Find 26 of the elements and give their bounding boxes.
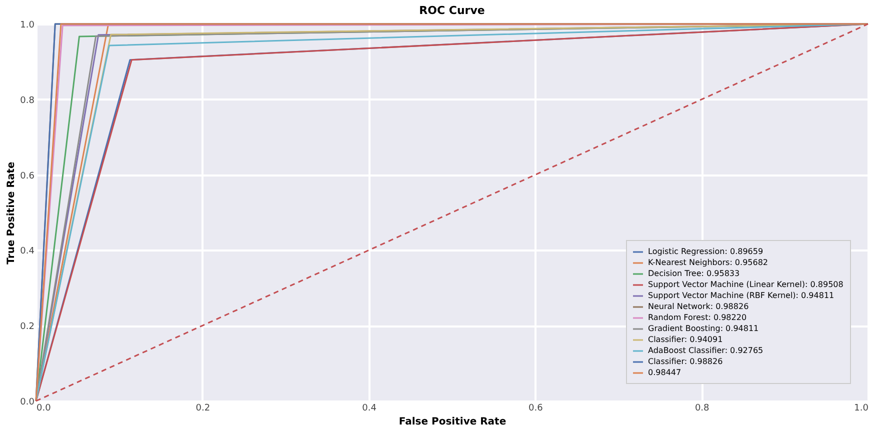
legend-label: Neural Network: 0.98826: [648, 302, 749, 311]
x-tick-label: 0.2: [196, 404, 210, 414]
y-tick-label: 0.2: [20, 322, 34, 332]
legend-label: 0.98447: [648, 368, 682, 377]
legend-label: K-Nearest Neighbors: 0.95682: [648, 258, 768, 267]
legend-label: Decision Tree: 0.95833: [648, 269, 740, 278]
legend-label: Support Vector Machine (Linear Kernel): 0.89508: [648, 280, 844, 289]
legend-label: Logistic Regression: 0.89659: [648, 247, 764, 256]
legend-label: Classifier: 0.98826: [648, 357, 723, 366]
legend-label: Classifier: 0.94091: [648, 335, 723, 344]
legend-label: Gradient Boosting: 0.94811: [648, 324, 759, 333]
chart-title: ROC Curve: [419, 4, 485, 17]
x-tick-label: 0.4: [362, 404, 377, 414]
legend-label: AdaBoost Classifier: 0.92765: [648, 346, 764, 355]
y-tick-label: 1.0: [20, 20, 35, 30]
x-tick-label: 0.0: [36, 404, 52, 414]
y-tick-label: 0.4: [20, 246, 35, 257]
x-tick-label: 0.6: [528, 404, 544, 414]
x-axis-title: False Positive Rate: [398, 416, 506, 428]
legend-label: Random Forest: 0.98220: [648, 313, 747, 322]
x-tick-label: 0.8: [694, 404, 710, 414]
y-tick-label: 0.6: [20, 171, 35, 182]
x-tick-label: 1.0: [854, 404, 869, 414]
y-axis-title: True Positive Rate: [6, 161, 18, 264]
legend-label: Support Vector Machine (RBF Kernel): 0.94811: [648, 291, 834, 300]
y-tick-label: 0.8: [20, 96, 35, 106]
